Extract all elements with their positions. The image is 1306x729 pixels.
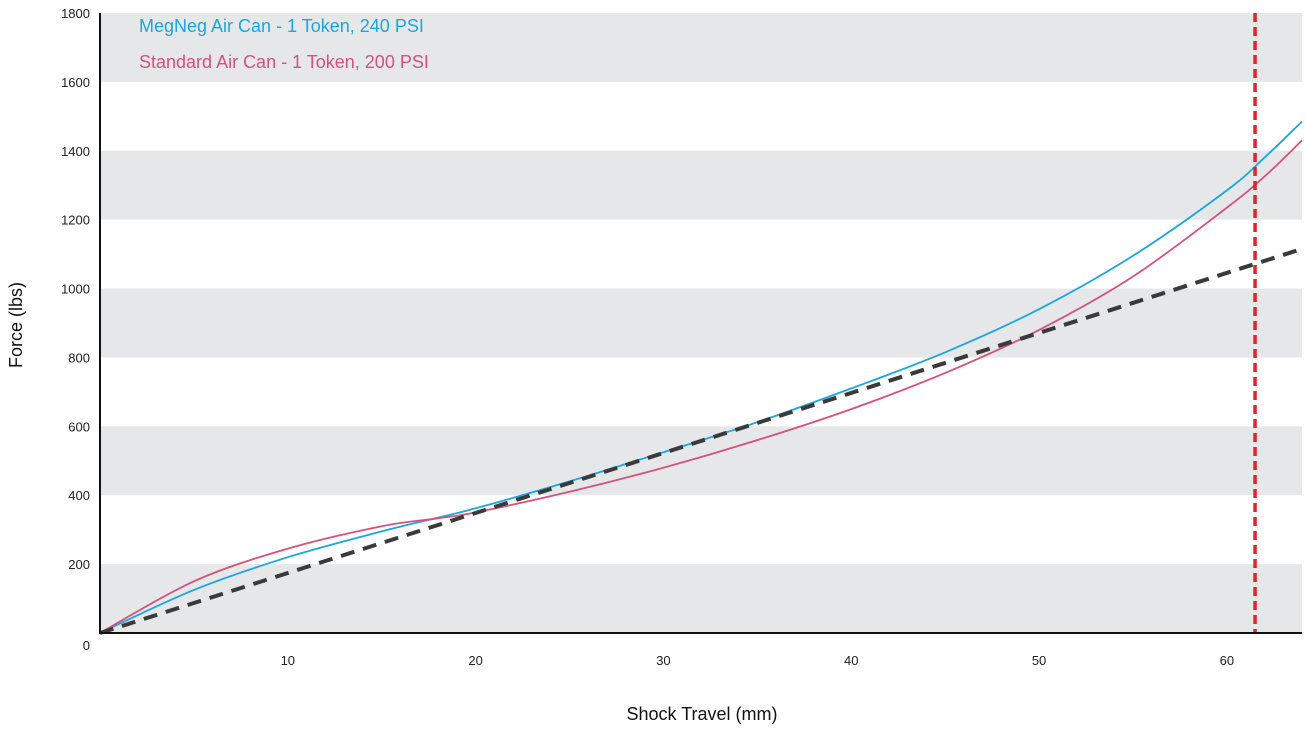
grid-band <box>100 13 1302 82</box>
linear-reference-line <box>99 246 1303 635</box>
x-tick-label: 50 <box>1032 653 1046 668</box>
series-layer <box>99 13 1303 635</box>
y-tick-label: 200 <box>68 557 90 572</box>
y-tick-label: 600 <box>68 419 90 434</box>
axes <box>99 13 1302 634</box>
legend-entry: MegNeg Air Can - 1 Token, 240 PSI <box>139 16 424 36</box>
y-tick-label: 800 <box>68 350 90 365</box>
x-tick-label: 40 <box>844 653 858 668</box>
y-tick-label: 1200 <box>61 213 90 228</box>
x-tick-label: 30 <box>656 653 670 668</box>
x-tick-label: 10 <box>281 653 295 668</box>
tick-labels: 0 200 400 600 800 1000 1200 1400 1600 1800 10 20 30 4… <box>61 6 1234 668</box>
y-axis-label: Force (lbs) <box>6 282 26 368</box>
x-tick-label: 20 <box>468 653 482 668</box>
y-tick-label: 0 <box>83 638 90 653</box>
grid-band <box>100 426 1302 496</box>
series-line-2 <box>99 139 1303 634</box>
grid-band <box>100 564 1302 633</box>
y-tick-label: 1800 <box>61 6 90 21</box>
y-tick-label: 1000 <box>61 282 90 297</box>
y-tick-label: 400 <box>68 488 90 503</box>
y-tick-label: 1400 <box>61 144 90 159</box>
grid-bands <box>100 13 1302 633</box>
y-tick-label: 1600 <box>61 75 90 90</box>
legend-entry: Standard Air Can - 1 Token, 200 PSI <box>139 52 429 72</box>
grid-band <box>100 288 1302 358</box>
grid-band <box>100 150 1302 220</box>
x-tick-label: 60 <box>1220 653 1234 668</box>
legend: MegNeg Air Can - 1 Token, 240 PSI Standar… <box>139 16 429 72</box>
x-axis-label: Shock Travel (mm) <box>626 704 777 724</box>
